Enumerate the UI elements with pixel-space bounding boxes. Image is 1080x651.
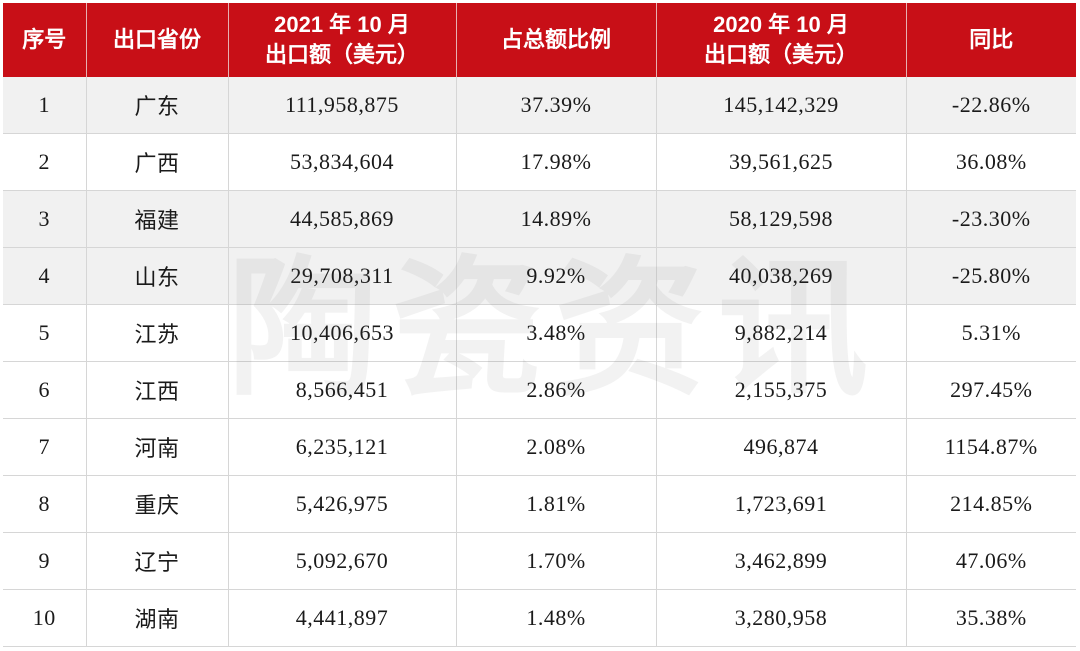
cell-share: 2.08% [455,418,656,476]
header-share-label: 占总额比例 [500,27,611,52]
cell-rank: 6 [3,361,86,419]
cell-province: 山东 [85,247,228,305]
cell-share: 14.89% [455,190,656,248]
cell-yoy: -22.86% [905,77,1076,134]
cell-export-2020: 3,280,958 [655,589,906,647]
cell-export-2021: 8,566,451 [227,361,456,419]
cell-export-2021: 44,585,869 [227,190,456,248]
export-table-container: 序号 出口省份 2021 年 10 月 出口额（美元） 占总额比例 2020 年… [3,3,1076,647]
table-row: 8 重庆 5,426,975 1.81% 1,723,691 214.85% [3,475,1076,533]
header-export-2020: 2020 年 10 月 出口额（美元） [655,3,906,77]
cell-export-2021: 5,426,975 [227,475,456,533]
cell-province: 湖南 [85,589,228,647]
cell-share: 9.92% [455,247,656,305]
cell-yoy: 35.38% [905,589,1076,647]
cell-yoy: 5.31% [905,304,1076,362]
cell-share: 37.39% [455,77,656,134]
cell-rank: 2 [3,133,86,191]
cell-yoy: 214.85% [905,475,1076,533]
cell-rank: 8 [3,475,86,533]
cell-export-2020: 39,561,625 [655,133,906,191]
cell-province: 广东 [85,77,228,134]
cell-export-2020: 9,882,214 [655,304,906,362]
cell-rank: 5 [3,304,86,362]
table-row: 10 湖南 4,441,897 1.48% 3,280,958 35.38% [3,589,1076,647]
table-row: 4 山东 29,708,311 9.92% 40,038,269 -25.80% [3,247,1076,305]
table-header-row: 序号 出口省份 2021 年 10 月 出口额（美元） 占总额比例 2020 年… [3,3,1076,77]
cell-rank: 4 [3,247,86,305]
cell-export-2020: 145,142,329 [655,77,906,134]
cell-yoy: 1154.87% [905,418,1076,476]
header-rank: 序号 [3,3,86,77]
header-yoy: 同比 [905,3,1076,77]
header-share: 占总额比例 [455,3,656,77]
cell-province: 广西 [85,133,228,191]
table-row: 5 江苏 10,406,653 3.48% 9,882,214 5.31% [3,304,1076,362]
table-row: 2 广西 53,834,604 17.98% 39,561,625 36.08% [3,133,1076,191]
cell-rank: 9 [3,532,86,590]
header-export-2020-line1: 2020 年 10 月 [713,12,849,37]
cell-province: 江苏 [85,304,228,362]
cell-rank: 7 [3,418,86,476]
cell-export-2020: 40,038,269 [655,247,906,305]
cell-export-2020: 496,874 [655,418,906,476]
cell-province: 福建 [85,190,228,248]
cell-export-2020: 2,155,375 [655,361,906,419]
header-yoy-label: 同比 [969,27,1014,52]
cell-export-2020: 58,129,598 [655,190,906,248]
cell-share: 1.70% [455,532,656,590]
table-row: 1 广东 111,958,875 37.39% 145,142,329 -22.… [3,77,1076,134]
header-export-2021-line2: 出口额（美元） [264,42,419,67]
cell-yoy: 47.06% [905,532,1076,590]
cell-rank: 3 [3,190,86,248]
header-province-label: 出口省份 [112,27,201,52]
cell-share: 1.48% [455,589,656,647]
cell-export-2021: 111,958,875 [227,77,456,134]
cell-province: 河南 [85,418,228,476]
cell-share: 17.98% [455,133,656,191]
table-row: 6 江西 8,566,451 2.86% 2,155,375 297.45% [3,361,1076,419]
cell-rank: 1 [3,77,86,134]
cell-export-2021: 6,235,121 [227,418,456,476]
cell-export-2021: 29,708,311 [227,247,456,305]
export-table: 序号 出口省份 2021 年 10 月 出口额（美元） 占总额比例 2020 年… [3,3,1076,647]
cell-province: 江西 [85,361,228,419]
cell-province: 辽宁 [85,532,228,590]
table-row: 7 河南 6,235,121 2.08% 496,874 1154.87% [3,418,1076,476]
cell-export-2021: 53,834,604 [227,133,456,191]
cell-share: 2.86% [455,361,656,419]
header-export-2021: 2021 年 10 月 出口额（美元） [227,3,456,77]
cell-export-2020: 1,723,691 [655,475,906,533]
header-province: 出口省份 [85,3,228,77]
cell-share: 1.81% [455,475,656,533]
cell-export-2021: 4,441,897 [227,589,456,647]
cell-export-2021: 5,092,670 [227,532,456,590]
cell-yoy: 297.45% [905,361,1076,419]
cell-export-2020: 3,462,899 [655,532,906,590]
header-export-2020-line2: 出口额（美元） [703,42,858,67]
cell-province: 重庆 [85,475,228,533]
cell-share: 3.48% [455,304,656,362]
cell-export-2021: 10,406,653 [227,304,456,362]
table-row: 3 福建 44,585,869 14.89% 58,129,598 -23.30… [3,190,1076,248]
cell-yoy: -23.30% [905,190,1076,248]
cell-yoy: 36.08% [905,133,1076,191]
cell-yoy: -25.80% [905,247,1076,305]
table-row: 9 辽宁 5,092,670 1.70% 3,462,899 47.06% [3,532,1076,590]
header-rank-label: 序号 [22,27,67,52]
cell-rank: 10 [3,589,86,647]
header-export-2021-line1: 2021 年 10 月 [274,12,410,37]
